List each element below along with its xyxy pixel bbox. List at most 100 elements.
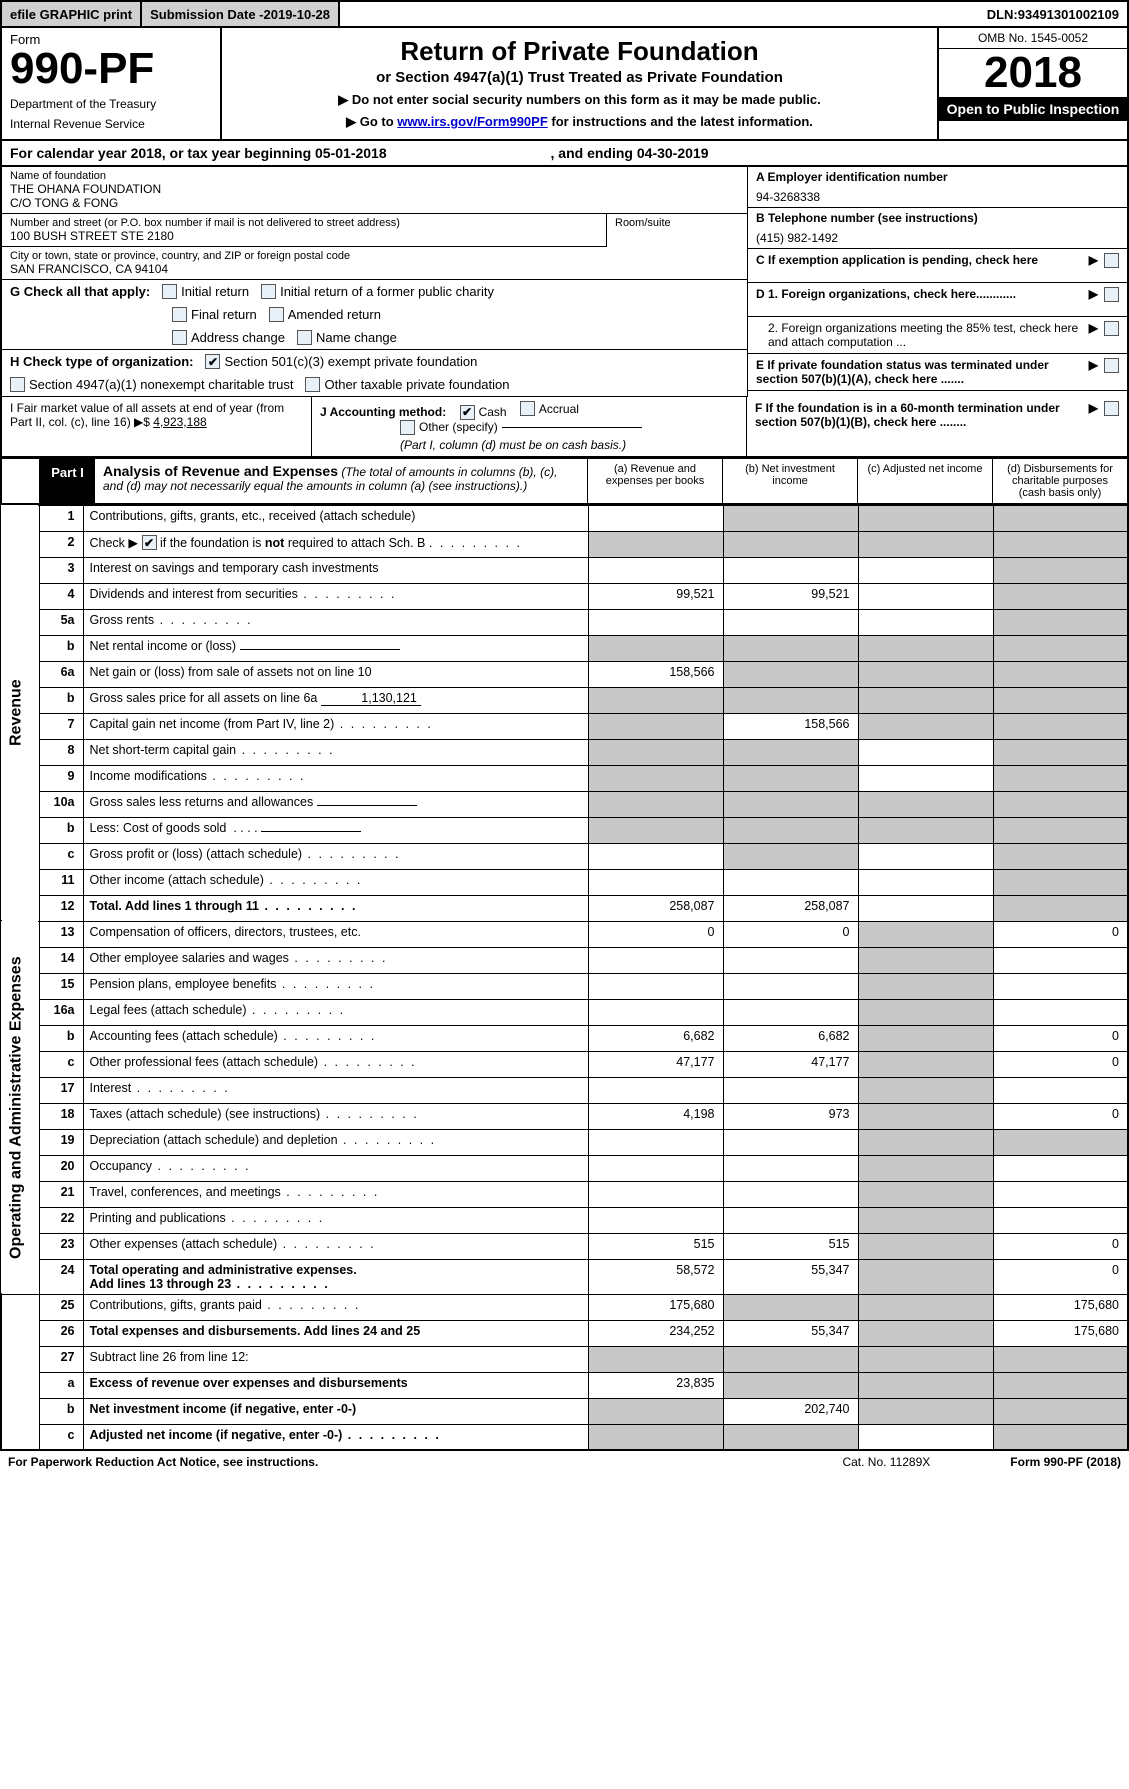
- chk-501c3[interactable]: Section 501(c)(3) exempt private foundat…: [205, 354, 477, 369]
- name-label: Name of foundation: [10, 170, 739, 182]
- chk-initial-return[interactable]: Initial return: [162, 284, 249, 299]
- chk-accrual[interactable]: Accrual: [520, 401, 579, 416]
- table-row: 15Pension plans, employee benefits: [1, 973, 1128, 999]
- dln: DLN: 93491301002109: [979, 2, 1127, 26]
- j-label: J Accounting method:: [320, 405, 446, 419]
- table-row: cOther professional fees (attach schedul…: [1, 1051, 1128, 1077]
- section-j: J Accounting method: Cash Accrual Other …: [312, 397, 747, 456]
- form-note-1: ▶ Do not enter social security numbers o…: [232, 92, 927, 108]
- chk-e[interactable]: [1104, 358, 1119, 373]
- chk-c[interactable]: [1104, 253, 1119, 268]
- gross-sales-6a: 1,130,121: [321, 691, 421, 706]
- phone-row: B Telephone number (see instructions) (4…: [748, 208, 1127, 249]
- table-row: 19Depreciation (attach schedule) and dep…: [1, 1129, 1128, 1155]
- g-label: G Check all that apply:: [10, 284, 150, 299]
- table-row: bLess: Cost of goods sold . . . .: [1, 817, 1128, 843]
- fmv-value: 4,923,188: [153, 415, 206, 429]
- table-row: 4Dividends and interest from securities9…: [1, 583, 1128, 609]
- city-label: City or town, state or province, country…: [10, 250, 739, 262]
- form-header-left: Form 990-PF Department of the Treasury I…: [2, 28, 222, 139]
- omb-number: OMB No. 1545-0052: [939, 28, 1127, 49]
- arrow-icon: ▶: [1089, 321, 1098, 335]
- foundation-name-2: C/O TONG & FONG: [10, 196, 739, 210]
- table-row: cAdjusted net income (if negative, enter…: [1, 1424, 1128, 1450]
- table-row: bGross sales price for all assets on lin…: [1, 687, 1128, 713]
- chk-4947[interactable]: Section 4947(a)(1) nonexempt charitable …: [10, 377, 293, 392]
- d1-label: D 1. Foreign organizations, check here..…: [756, 287, 1016, 301]
- table-row: Operating and Administrative Expenses 13…: [1, 921, 1128, 947]
- j-note: (Part I, column (d) must be on cash basi…: [400, 438, 626, 452]
- form990pf-link[interactable]: www.irs.gov/Form990PF: [397, 114, 548, 129]
- chk-other-method[interactable]: Other (specify): [400, 420, 642, 435]
- dln-label: DLN:: [987, 7, 1018, 22]
- table-row: 26Total expenses and disbursements. Add …: [1, 1320, 1128, 1346]
- table-row: 7Capital gain net income (from Part IV, …: [1, 713, 1128, 739]
- chk-d2[interactable]: [1104, 321, 1119, 336]
- chk-name-change[interactable]: Name change: [297, 330, 397, 345]
- phone-value: (415) 982-1492: [756, 231, 1119, 245]
- form-header-center: Return of Private Foundation or Section …: [222, 28, 937, 139]
- col-b-header: (b) Net investment income: [722, 459, 857, 503]
- section-d1: D 1. Foreign organizations, check here..…: [748, 283, 1127, 317]
- part-1-header: Part I Analysis of Revenue and Expenses …: [0, 458, 1129, 505]
- chk-final-return[interactable]: Final return: [172, 307, 257, 322]
- city-state-zip: SAN FRANCISCO, CA 94104: [10, 262, 739, 276]
- table-row: Revenue 1Contributions, gifts, grants, e…: [1, 505, 1128, 531]
- f-label: F If the foundation is in a 60-month ter…: [755, 401, 1060, 429]
- chk-f[interactable]: [1104, 401, 1119, 416]
- i-label: I Fair market value of all assets at end…: [10, 401, 284, 429]
- table-row: 10aGross sales less returns and allowanc…: [1, 791, 1128, 817]
- section-d2: 2. Foreign organizations meeting the 85%…: [748, 317, 1127, 354]
- section-c: C If exemption application is pending, c…: [748, 249, 1127, 283]
- calyear-mid: , and ending: [551, 145, 637, 161]
- table-row: bNet rental income or (loss): [1, 635, 1128, 661]
- efile-print-button[interactable]: efile GRAPHIC print: [2, 2, 142, 26]
- table-row: bNet investment income (if negative, ent…: [1, 1398, 1128, 1424]
- chk-amended-return[interactable]: Amended return: [269, 307, 381, 322]
- b-label: B Telephone number (see instructions): [756, 211, 978, 225]
- note2-post: for instructions and the latest informat…: [551, 114, 812, 129]
- chk-d1[interactable]: [1104, 287, 1119, 302]
- table-row: 9Income modifications: [1, 765, 1128, 791]
- table-row: 16aLegal fees (attach schedule): [1, 999, 1128, 1025]
- room-label: Room/suite: [615, 217, 671, 229]
- chk-initial-former[interactable]: Initial return of a former public charit…: [261, 284, 494, 299]
- section-f: F If the foundation is in a 60-month ter…: [747, 397, 1127, 456]
- foundation-name-row: Name of foundation THE OHANA FOUNDATION …: [2, 167, 747, 214]
- chk-address-change[interactable]: Address change: [172, 330, 285, 345]
- part-1-table: Revenue 1Contributions, gifts, grants, e…: [0, 505, 1129, 1452]
- table-row: 3Interest on savings and temporary cash …: [1, 557, 1128, 583]
- sections-i-j-f: I Fair market value of all assets at end…: [0, 397, 1129, 458]
- submission-label: Submission Date -: [150, 7, 263, 22]
- chk-cash[interactable]: Cash: [460, 405, 507, 420]
- col-d-header: (d) Disbursements for charitable purpose…: [992, 459, 1127, 503]
- city-row: City or town, state or province, country…: [2, 247, 747, 280]
- chk-sch-b[interactable]: [142, 535, 157, 550]
- table-row: 2Check ▶ if the foundation is not requir…: [1, 531, 1128, 557]
- table-row: cGross profit or (loss) (attach schedule…: [1, 843, 1128, 869]
- dln-value: 93491301002109: [1018, 7, 1119, 22]
- top-bar: efile GRAPHIC print Submission Date - 20…: [0, 0, 1129, 28]
- table-row: 18Taxes (attach schedule) (see instructi…: [1, 1103, 1128, 1129]
- form-title: Return of Private Foundation: [232, 36, 927, 67]
- chk-other-taxable[interactable]: Other taxable private foundation: [305, 377, 509, 392]
- c-label: C If exemption application is pending, c…: [756, 253, 1038, 267]
- a-label: A Employer identification number: [756, 170, 948, 184]
- part-1-title: Analysis of Revenue and Expenses (The to…: [95, 459, 587, 503]
- table-row: 21Travel, conferences, and meetings: [1, 1181, 1128, 1207]
- table-row: 14Other employee salaries and wages: [1, 947, 1128, 973]
- section-h: H Check type of organization: Section 50…: [2, 350, 747, 397]
- pra-notice: For Paperwork Reduction Act Notice, see …: [8, 1455, 318, 1469]
- table-row: 20Occupancy: [1, 1155, 1128, 1181]
- col-c-header: (c) Adjusted net income: [857, 459, 992, 503]
- dept-irs: Internal Revenue Service: [10, 117, 212, 131]
- note2-pre: ▶ Go to: [346, 114, 397, 129]
- form-reference: Form 990-PF (2018): [1010, 1455, 1121, 1469]
- ein-value: 94-3268338: [756, 190, 1119, 204]
- col-a-header: (a) Revenue and expenses per books: [587, 459, 722, 503]
- arrow-icon: ▶: [1089, 401, 1098, 415]
- info-right: A Employer identification number 94-3268…: [747, 167, 1127, 397]
- calyear-end: 04-30-2019: [637, 145, 709, 161]
- part-title-text: Analysis of Revenue and Expenses: [103, 463, 338, 479]
- section-e: E If private foundation status was termi…: [748, 354, 1127, 391]
